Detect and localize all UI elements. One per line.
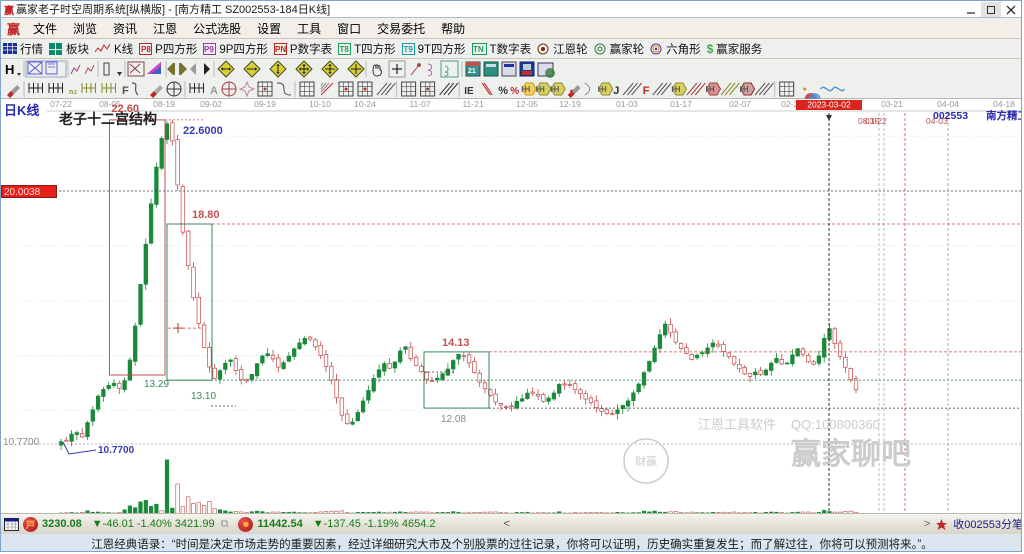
svg-text:%: % [498, 85, 508, 97]
svg-text:01-17: 01-17 [670, 99, 692, 109]
svg-text:09-02: 09-02 [200, 99, 222, 109]
svg-text:10-24: 10-24 [354, 99, 376, 109]
svg-text:TN: TN [473, 45, 484, 54]
svg-text:18.80: 18.80 [192, 209, 220, 221]
svg-text:T8: T8 [340, 45, 350, 54]
svg-text:PN: PN [275, 45, 286, 54]
svg-text:IE: IE [464, 86, 474, 97]
svg-text:A: A [210, 85, 218, 97]
svg-text:P8: P8 [141, 45, 151, 54]
svg-text:11-21: 11-21 [462, 99, 483, 109]
svg-text:%: % [510, 86, 519, 97]
svg-text:09-19: 09-19 [254, 99, 276, 109]
svg-text:P9: P9 [204, 45, 214, 54]
svg-text:2: 2 [74, 90, 77, 96]
svg-text:04-18: 04-18 [993, 99, 1015, 109]
svg-text:002553: 002553 [933, 110, 968, 122]
svg-text:02-07: 02-07 [729, 99, 751, 109]
svg-text:财赢: 财赢 [635, 454, 657, 468]
svg-text:T9: T9 [403, 45, 413, 54]
svg-text:10-10: 10-10 [309, 99, 331, 109]
svg-text:01-03: 01-03 [616, 99, 638, 109]
svg-text:22.6000: 22.6000 [183, 125, 223, 137]
svg-text:2023-03-02: 2023-03-02 [807, 100, 851, 110]
svg-text:04-04: 04-04 [937, 99, 959, 109]
svg-text:12.08: 12.08 [441, 414, 466, 425]
svg-text:江恩工具软件: 江恩工具软件 [698, 417, 776, 432]
svg-text:03-21: 03-21 [881, 99, 903, 109]
svg-text:F: F [643, 85, 650, 97]
svg-text:QQ:100800360: QQ:100800360 [791, 417, 880, 432]
svg-text:F: F [122, 85, 129, 97]
svg-text:南方精工: 南方精工 [986, 109, 1022, 122]
svg-text:11-07: 11-07 [409, 99, 430, 109]
svg-text:14.13: 14.13 [442, 337, 470, 349]
svg-text:21: 21 [468, 68, 476, 75]
svg-text:13.10: 13.10 [191, 391, 216, 402]
svg-text:H: H [5, 62, 14, 77]
svg-text:07-22: 07-22 [50, 99, 72, 109]
svg-text:n: n [69, 89, 73, 96]
svg-text:12-05: 12-05 [516, 99, 538, 109]
svg-text:J: J [613, 85, 619, 97]
svg-text:13.29: 13.29 [144, 379, 169, 390]
svg-text:赢家聊吧: 赢家聊吧 [791, 437, 911, 471]
svg-text:12-19: 12-19 [559, 99, 581, 109]
svg-text:10.7700: 10.7700 [98, 445, 135, 456]
svg-text:老子十二宫结构: 老子十二宫结构 [59, 111, 157, 127]
svg-text:03-22: 03-22 [865, 116, 887, 126]
svg-text:08-19: 08-19 [153, 99, 175, 109]
